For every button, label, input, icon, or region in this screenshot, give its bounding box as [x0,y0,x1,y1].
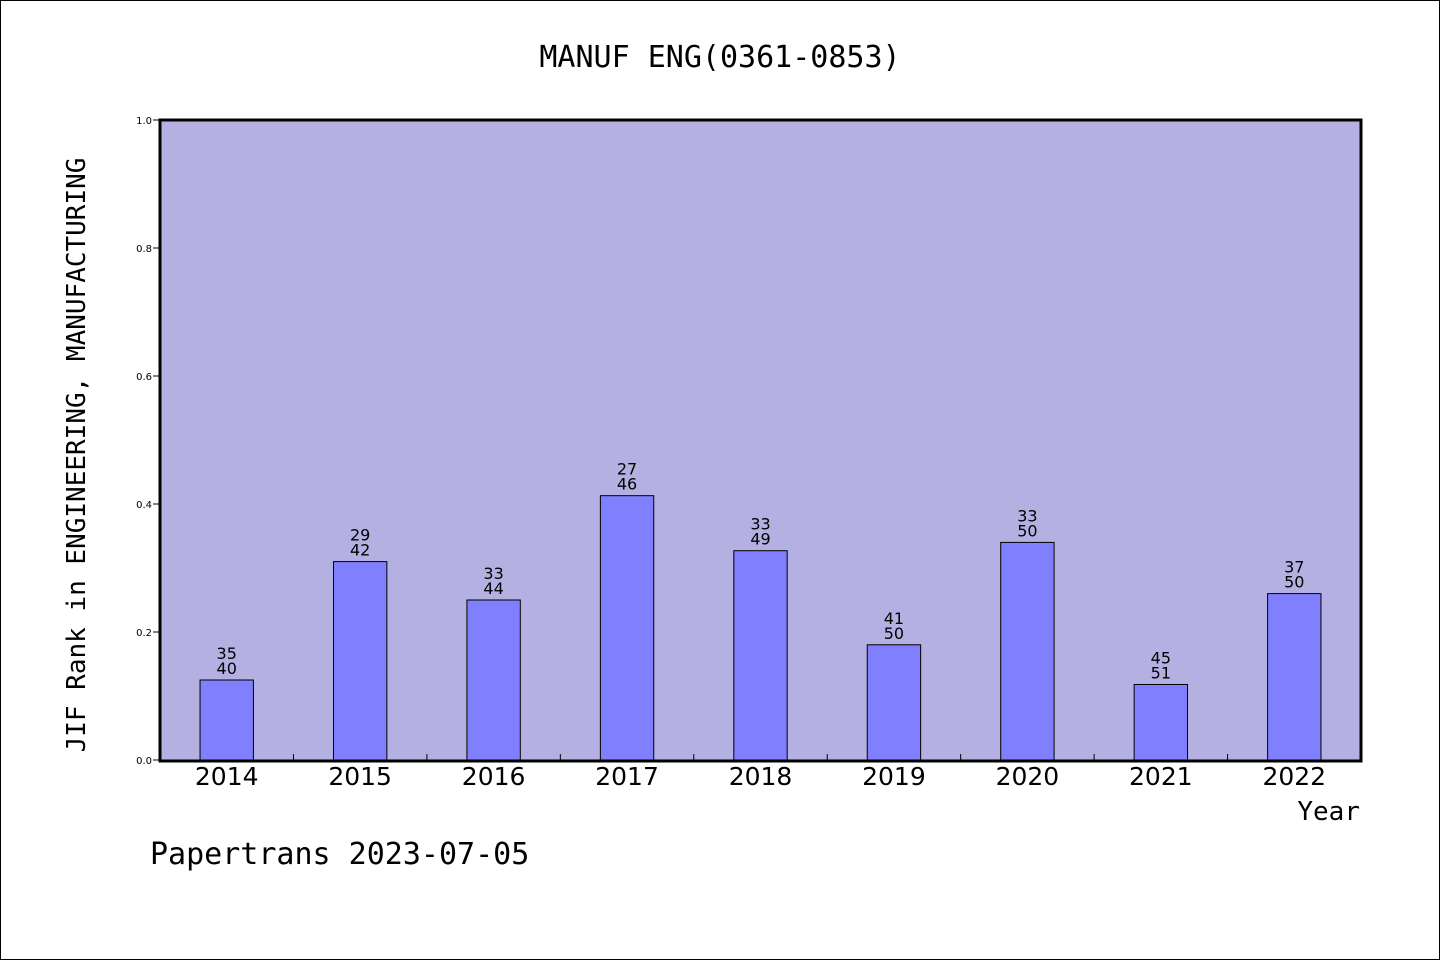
x-tick-label: 2014 [195,762,259,791]
bar-rank-label: 33 [483,564,503,583]
x-tick-label: 2016 [462,762,526,791]
bar-rank-label: 29 [350,526,370,545]
bar-rank-label: 33 [1017,506,1037,525]
bar-2019 [866,644,922,761]
x-tick-label: 2017 [595,762,659,791]
x-tick-label: 2019 [862,762,926,791]
bar-2020 [1000,541,1055,761]
chart-title: MANUF ENG(0361-0853) [539,40,900,75]
bar-rank-label: 35 [217,644,237,663]
bar-total-label: 40 [217,659,237,678]
bar-2014 [199,679,254,761]
x-axis: 2014 2015 2016 2017 2018 2019 2020 2021 2022 [195,754,1326,791]
bar-rank-label: 33 [750,515,770,534]
bar-2021 [1133,683,1189,761]
bar-2017 [599,495,655,761]
bar-total-label: 46 [617,475,637,494]
bar-rank-label: 45 [1151,648,1171,667]
bar-total-label: 50 [1017,521,1037,540]
x-tick-label: 2018 [729,762,793,791]
x-tick-label: 2015 [328,762,392,791]
y-tick-label: 0.4 [136,500,152,511]
footer-credit: Papertrans 2023-07-05 [150,837,529,872]
y-tick-label: 0.2 [136,628,152,639]
bar-rank-label: 37 [1284,558,1304,577]
bar-2018 [733,550,788,761]
x-axis-label: Year [1297,797,1360,827]
x-tick-label: 2021 [1129,762,1193,791]
bar-rank-label: 27 [617,460,637,479]
bar-2015 [332,561,388,761]
bar-total-label: 50 [884,624,904,643]
bar-total-label: 42 [350,541,370,560]
bar-rank-label: 41 [884,609,904,628]
y-tick-label: 0.0 [136,756,152,767]
y-tick-label: 0.6 [136,372,152,383]
bars-group [199,495,1322,761]
y-tick-label: 1.0 [136,116,152,127]
bar-total-label: 44 [483,579,503,598]
y-axis: 0.0 0.2 0.4 0.6 0.8 1.0 [136,116,160,767]
y-axis-label: JIF Rank in ENGINEERING, MANUFACTURING [62,158,92,753]
bar-total-label: 51 [1151,663,1171,682]
y-tick-label: 0.8 [136,244,152,255]
bar-2022 [1267,593,1322,761]
bar-2016 [466,599,521,761]
bar-total-label: 49 [750,530,770,549]
x-tick-label: 2022 [1262,762,1326,791]
x-tick-label: 2020 [996,762,1060,791]
bar-total-label: 50 [1284,573,1304,592]
